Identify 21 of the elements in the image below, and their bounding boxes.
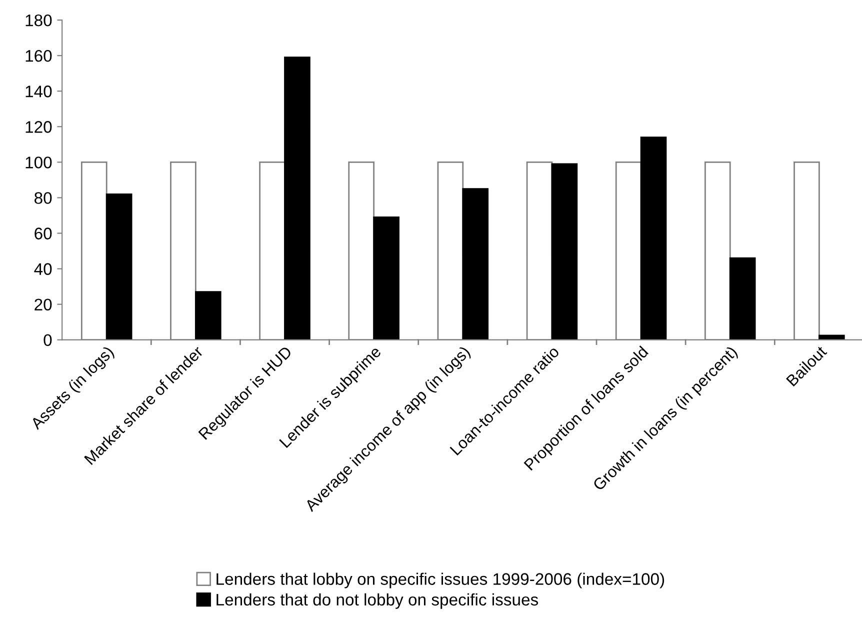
bar (194, 291, 222, 340)
legend-label: Lenders that lobby on specific issues 1999-2006 (index=100) (216, 572, 664, 588)
legend-label: Lenders that do not lobby on specific issues (216, 593, 538, 609)
y-tick-label: 120 (26, 121, 52, 133)
y-tick-label: 40 (34, 263, 52, 275)
bar (373, 216, 400, 340)
bar (818, 334, 845, 340)
bar (284, 56, 310, 340)
y-tick-label: 160 (26, 50, 52, 62)
bar (106, 193, 132, 340)
y-tick-label: 180 (26, 14, 52, 26)
y-tick-label: 20 (34, 298, 52, 311)
bar (551, 163, 578, 340)
y-tick-label: 80 (34, 192, 52, 204)
y-tick-label: 140 (26, 86, 52, 98)
bar (640, 136, 667, 340)
bar (729, 257, 756, 340)
y-tick-label: 0 (44, 334, 52, 346)
y-tick-label: 60 (34, 228, 52, 240)
bar (462, 188, 489, 340)
y-tick-label: 100 (26, 156, 52, 168)
